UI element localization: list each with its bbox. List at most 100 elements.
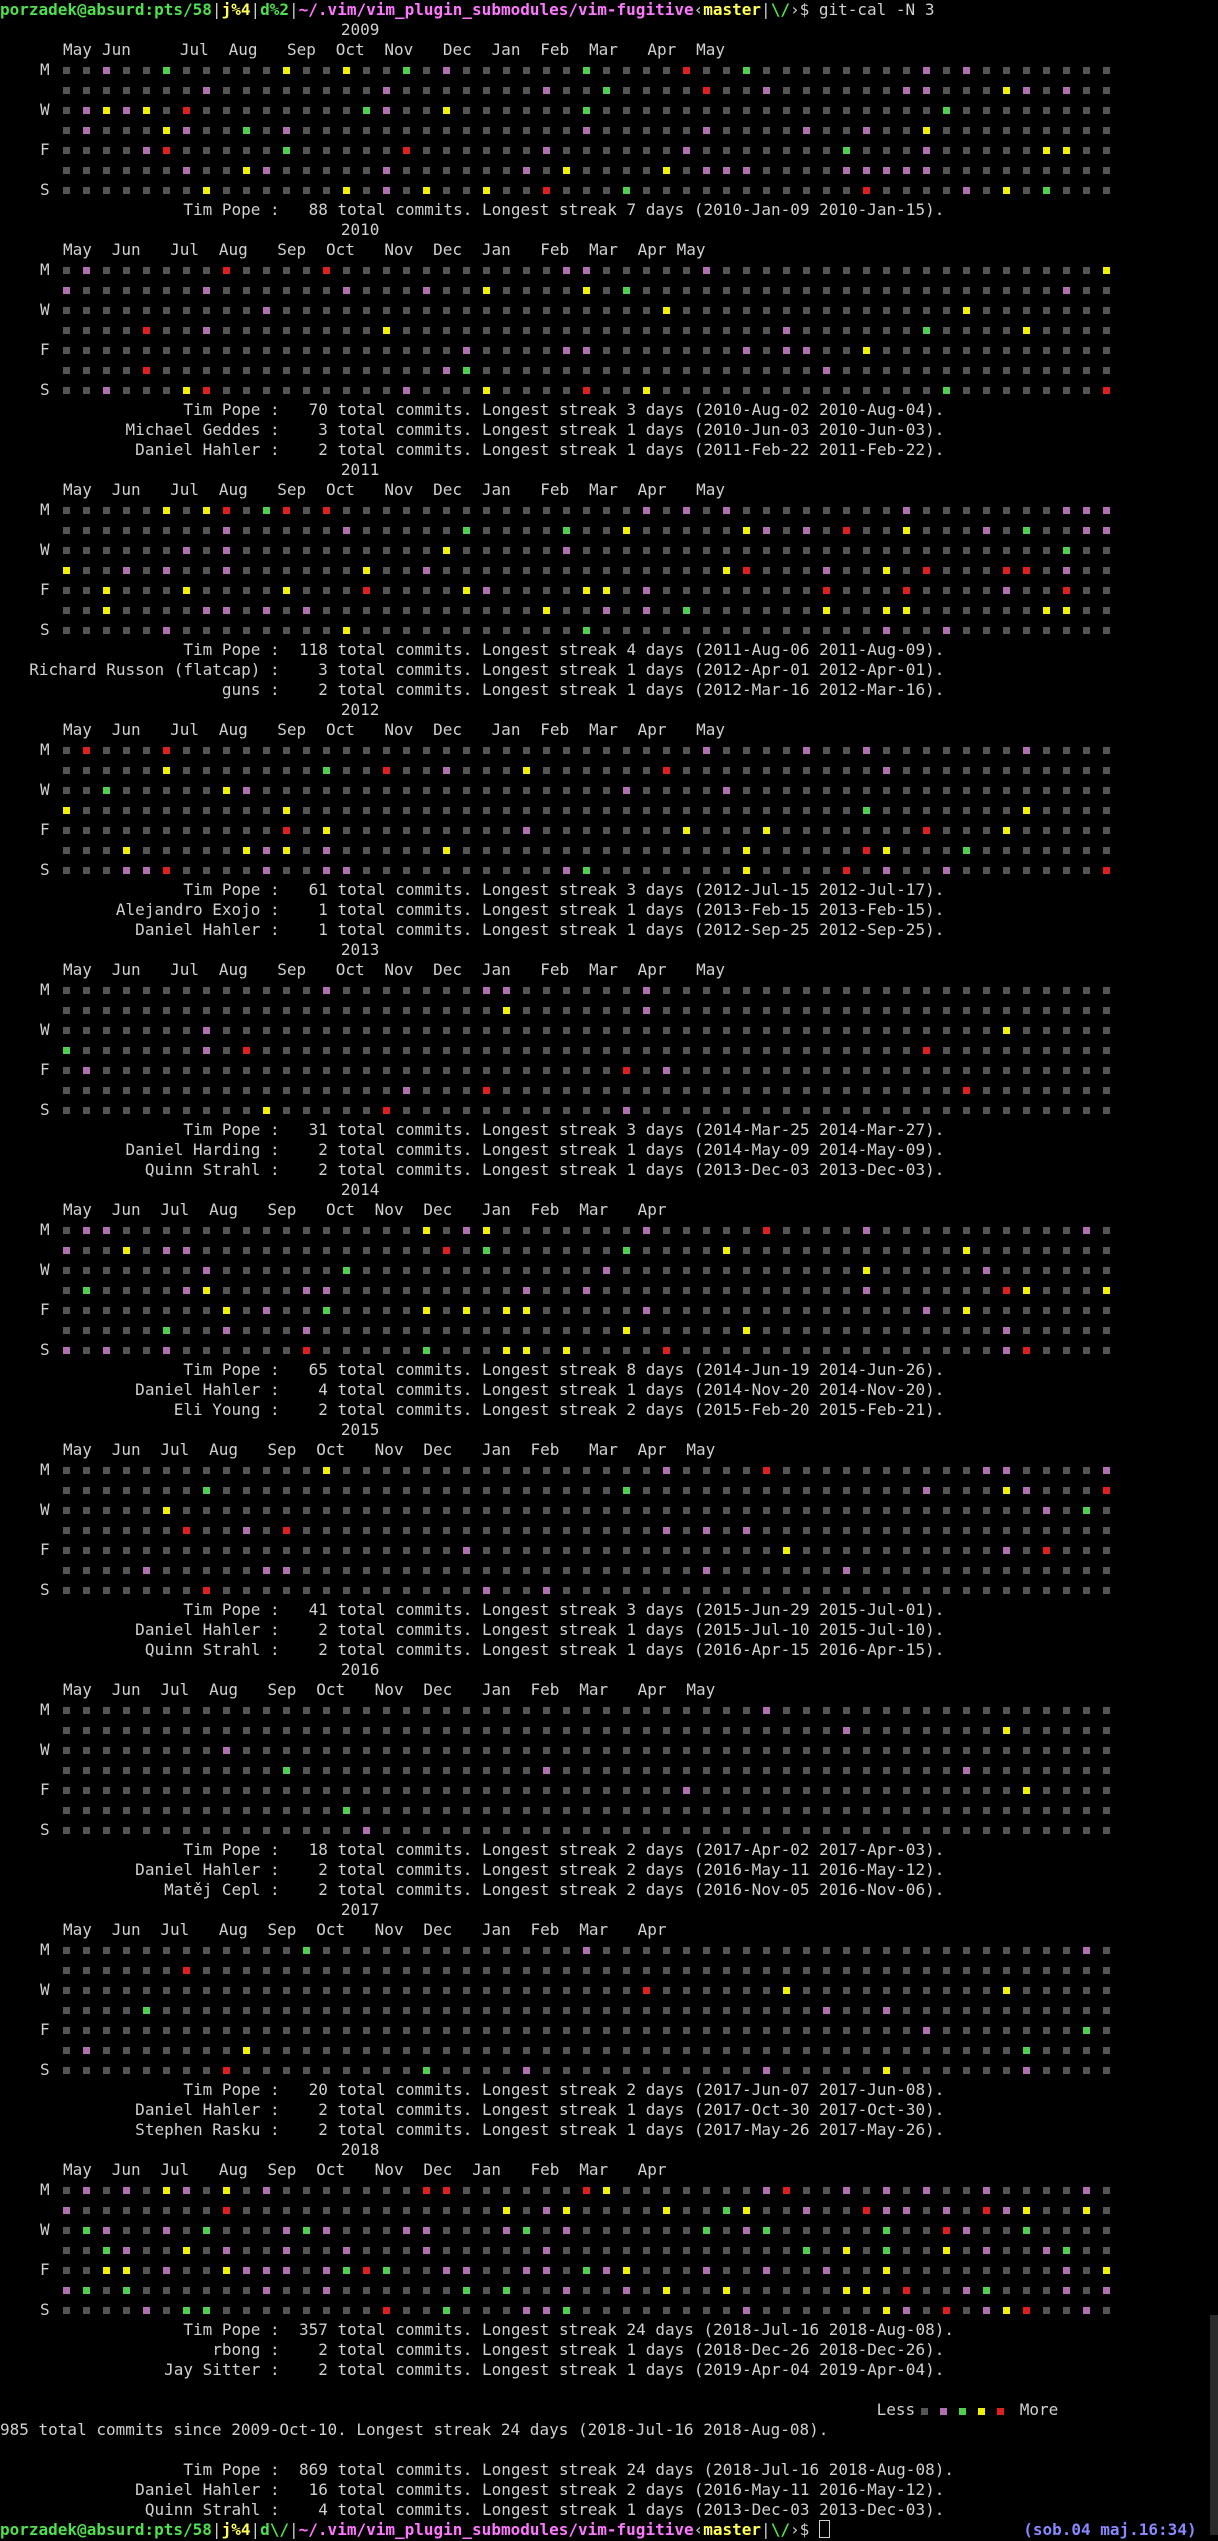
day-cell [183, 547, 190, 554]
day-cell [983, 1087, 990, 1094]
day-cell [983, 307, 990, 314]
day-cell [303, 1067, 310, 1074]
day-cell [643, 1527, 650, 1534]
month-label: Oct [325, 240, 355, 259]
day-cell [223, 1807, 230, 1814]
day-cell [803, 127, 810, 134]
day-cell [603, 187, 610, 194]
day-cell [403, 1007, 410, 1014]
scrollbar[interactable] [1210, 2315, 1218, 2535]
day-cell [143, 1287, 150, 1294]
day-cell [83, 1967, 90, 1974]
day-cell [143, 147, 150, 154]
day-cell [803, 587, 810, 594]
day-cell [423, 1247, 430, 1254]
day-cell [963, 167, 970, 174]
day-cell [1003, 2207, 1010, 2214]
day-cell [823, 1227, 830, 1234]
terminal-cursor[interactable] [818, 2520, 830, 2538]
day-cell [943, 1007, 950, 1014]
weekday-label: S [40, 2300, 50, 2319]
day-cell [803, 1287, 810, 1294]
day-cell [883, 127, 890, 134]
weekday-label: F [40, 1060, 50, 1079]
day-cell [63, 1307, 70, 1314]
day-cell [603, 547, 610, 554]
day-cell [703, 1827, 710, 1834]
day-cell [1103, 1507, 1110, 1514]
day-cell [683, 1227, 690, 1234]
day-cell [203, 1247, 210, 1254]
day-cell [63, 1787, 70, 1794]
day-cell [183, 1327, 190, 1334]
day-cell [283, 1247, 290, 1254]
day-cell [863, 367, 870, 374]
day-cell [283, 527, 290, 534]
day-cell [1003, 1527, 1010, 1534]
day-cell [83, 367, 90, 374]
day-cell [163, 547, 170, 554]
day-cell [343, 507, 350, 514]
day-cell [1023, 767, 1030, 774]
day-cell [83, 2227, 90, 2234]
day-cell [403, 1347, 410, 1354]
day-cell [883, 2047, 890, 2054]
day-cell [1043, 527, 1050, 534]
day-cell [843, 607, 850, 614]
day-cell [483, 747, 490, 754]
day-cell [243, 847, 250, 854]
day-cell [463, 2047, 470, 2054]
day-cell [183, 327, 190, 334]
day-cell [563, 527, 570, 534]
day-cell [983, 367, 990, 374]
day-cell [1023, 347, 1030, 354]
day-cell [503, 1047, 510, 1054]
day-cell [123, 507, 130, 514]
day-cell [523, 1527, 530, 1534]
day-cell [123, 1047, 130, 1054]
day-cell [803, 1067, 810, 1074]
day-cell [723, 1727, 730, 1734]
prompt-line-bottom[interactable]: porzadek@absurd:pts/58|j%4|d\/|~/.vim/vi… [0, 2520, 830, 2540]
legend-cell [940, 2408, 948, 2415]
day-cell [263, 1107, 270, 1114]
day-cell [263, 507, 270, 514]
day-cell [623, 607, 630, 614]
author-stat: Tim Pope : 20 total commits. Longest str… [29, 2080, 945, 2099]
day-cell [363, 2187, 370, 2194]
weekday-label: M [40, 1700, 50, 1719]
day-cell [743, 627, 750, 634]
day-cell [1063, 1527, 1070, 1534]
day-cell [703, 387, 710, 394]
year-heading: 2015 [340, 1420, 380, 1439]
day-cell [83, 987, 90, 994]
day-cell [983, 107, 990, 114]
day-cell [323, 847, 330, 854]
day-cell [523, 1267, 530, 1274]
day-cell [323, 567, 330, 574]
day-cell [583, 2267, 590, 2274]
day-cell [243, 2267, 250, 2274]
day-cell [123, 2027, 130, 2034]
day-cell [223, 1507, 230, 1514]
author-stat: Tim Pope : 65 total commits. Longest str… [29, 1360, 945, 1379]
day-cell [843, 347, 850, 354]
day-cell [1003, 787, 1010, 794]
day-cell [743, 1267, 750, 1274]
day-cell [423, 627, 430, 634]
day-cell [303, 347, 310, 354]
day-cell [1023, 87, 1030, 94]
day-cell [483, 1587, 490, 1594]
day-cell [63, 1727, 70, 1734]
day-cell [383, 787, 390, 794]
day-cell [363, 347, 370, 354]
day-cell [563, 67, 570, 74]
day-cell [243, 1547, 250, 1554]
day-cell [623, 1827, 630, 1834]
weekday-label: S [40, 1100, 50, 1119]
day-cell [843, 307, 850, 314]
day-cell [223, 1707, 230, 1714]
month-label: Jul [170, 240, 200, 259]
day-cell [783, 287, 790, 294]
day-cell [643, 1967, 650, 1974]
